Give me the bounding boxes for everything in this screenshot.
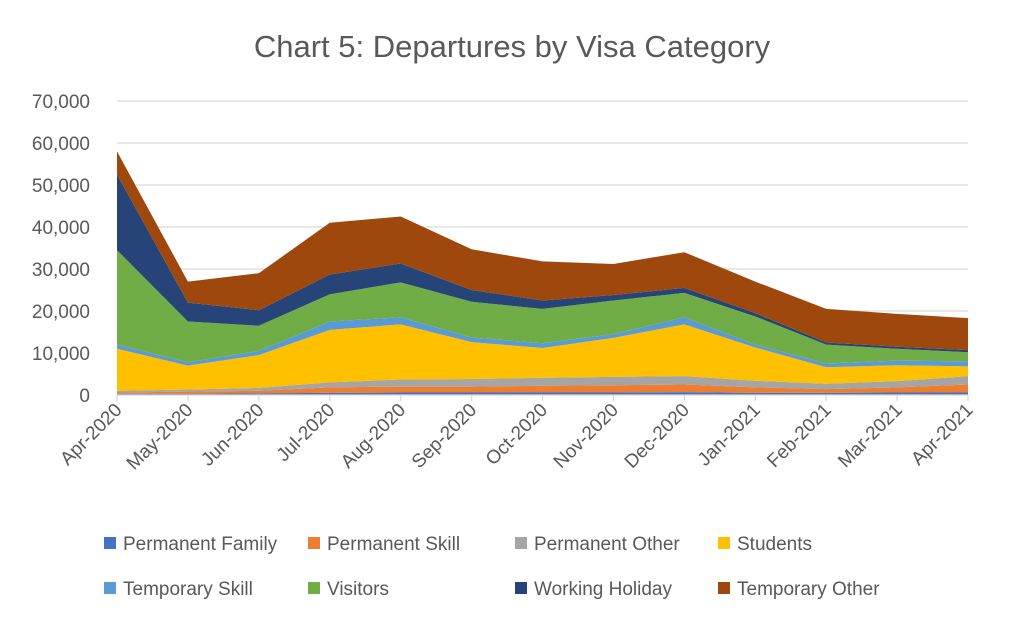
x-tick-label: Aug-2020: [337, 400, 410, 473]
legend-label: Permanent Other: [534, 534, 680, 555]
area-permanent-skill: [117, 384, 968, 394]
legend-swatch: [308, 537, 320, 549]
legend-item: Permanent Other: [515, 534, 680, 555]
legend-item: Permanent Skill: [308, 534, 460, 555]
area-visitors: [117, 250, 968, 364]
x-tick-label: Apr-2021: [907, 400, 977, 470]
x-tick-label: Oct-2020: [482, 400, 552, 470]
x-tick-label: Feb-2021: [763, 400, 835, 472]
x-tick-label: Nov-2020: [550, 400, 623, 473]
x-tick-label: Jun-2020: [197, 400, 268, 471]
y-tick-label: 50,000: [32, 176, 90, 197]
legend-label: Permanent Family: [123, 534, 278, 555]
area-temporary-other: [117, 151, 968, 351]
legend-item: Temporary Skill: [104, 579, 253, 600]
legend-swatch: [104, 537, 116, 549]
legend-item: Temporary Other: [718, 579, 880, 600]
y-tick-label: 40,000: [32, 218, 90, 239]
legend-label: Students: [737, 534, 812, 555]
legend-item: Permanent Family: [104, 534, 278, 555]
legend-item: Visitors: [308, 579, 389, 600]
legend-swatch: [718, 582, 730, 594]
legend-item: Working Holiday: [515, 579, 672, 600]
y-tick-label: 10,000: [32, 344, 90, 365]
legend-label: Temporary Other: [737, 579, 880, 600]
legend-label: Visitors: [327, 579, 389, 600]
x-tick-label: Sep-2020: [408, 400, 481, 473]
x-tick-label: Dec-2020: [621, 400, 694, 473]
legend-swatch: [515, 582, 527, 594]
chart-title: Chart 5: Departures by Visa Category: [254, 29, 771, 64]
y-tick-label: 60,000: [32, 134, 90, 155]
y-tick-label: 70,000: [32, 92, 90, 113]
legend-swatch: [515, 537, 527, 549]
legend-label: Temporary Skill: [123, 579, 253, 600]
legend-swatch: [308, 582, 320, 594]
x-tick-label: May-2020: [123, 400, 198, 475]
y-tick-label: 0: [79, 386, 90, 407]
x-tick-label: Apr-2020: [56, 400, 126, 470]
legend-swatch: [104, 582, 116, 594]
areas: [117, 151, 968, 395]
area-permanent-family: [117, 392, 968, 395]
legend-label: Permanent Skill: [327, 534, 460, 555]
legend: Permanent Family Permanent Skill Permanent…: [104, 534, 880, 600]
y-tick-label: 20,000: [32, 302, 90, 323]
legend-label: Working Holiday: [534, 579, 672, 600]
legend-swatch: [718, 537, 730, 549]
x-tick-label: Mar-2021: [834, 400, 906, 472]
x-tick-label: Jul-2020: [273, 400, 339, 466]
x-tick-label: Jan-2021: [694, 400, 765, 471]
area-temporary-skill: [117, 317, 968, 368]
y-tick-label: 30,000: [32, 260, 90, 281]
area-students: [117, 324, 968, 391]
area-permanent-other: [117, 376, 968, 393]
legend-item: Students: [718, 534, 812, 555]
